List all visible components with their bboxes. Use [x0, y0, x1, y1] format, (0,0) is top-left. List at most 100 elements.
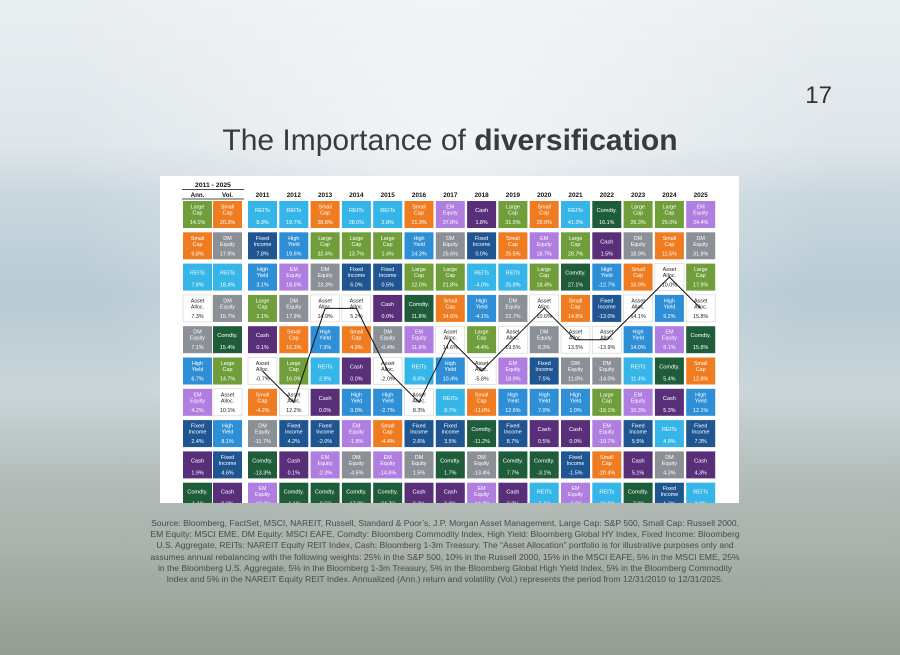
cell-value: 18.4%: [537, 283, 552, 289]
chart-cell-y2017-6: REITs 8.7%: [435, 388, 465, 416]
cell-rect: [561, 451, 590, 479]
cell-label: DM: [384, 330, 393, 336]
page-number: 17: [805, 82, 832, 109]
cell-label: Fixed: [412, 424, 425, 430]
cell-label: Equity: [693, 211, 708, 217]
cell-value: 19.5%: [505, 345, 520, 351]
cell-rect: [183, 482, 212, 503]
cell-rect: [341, 451, 371, 479]
cell-label: High: [382, 392, 393, 398]
cell-value: -9.5%: [318, 502, 332, 503]
cell-value: 8.1%: [221, 439, 233, 445]
chart-cell-y2023-8: Cash 5.1%: [623, 451, 653, 479]
cell-label: Comdty.: [440, 458, 461, 464]
cell-value: 4.2%: [191, 408, 203, 414]
cell-rect: [341, 357, 371, 385]
cell-label: Comdty.: [252, 458, 273, 464]
cell-rect: [310, 482, 340, 503]
cell-label: High: [320, 330, 331, 336]
cell-label: Comdty.: [217, 333, 238, 339]
cell-value: -18.1%: [598, 408, 615, 414]
cell-rect: [686, 232, 716, 260]
cell-label: Cash: [412, 490, 425, 496]
cell-label: Large: [600, 392, 614, 398]
cell-value: 5.2%: [350, 314, 362, 320]
cell-label: EM: [193, 392, 202, 398]
cell-label: Large: [475, 330, 489, 336]
cell-label: Equity: [220, 242, 235, 248]
cell-label: Large: [221, 361, 235, 367]
cell-value: 16.9%: [630, 283, 645, 289]
cell-label: Cash: [319, 396, 332, 402]
cell-rect: [529, 388, 559, 416]
cell-label: Large: [631, 205, 645, 211]
cell-rect: [498, 357, 528, 385]
cell-label: EM: [634, 392, 643, 398]
cell-rect: [592, 451, 622, 479]
cell-rect: [654, 201, 684, 228]
chart-cell-y2018-7: Comdty. -11.2%: [467, 420, 497, 448]
cell-value: -5.8%: [475, 377, 489, 383]
cell-rect: [248, 201, 277, 228]
cell-label: High: [570, 392, 581, 398]
cell-label: Asset: [191, 298, 205, 304]
cell-rect: [213, 482, 242, 503]
cell-label: Cap: [445, 273, 455, 279]
cell-value: 17.9%: [220, 251, 235, 257]
cell-rect: [529, 232, 559, 260]
cell-rect: [467, 326, 497, 354]
cell-value: 3.1%: [256, 283, 268, 289]
cell-value: 31.5%: [505, 220, 520, 226]
cell-label: Equity: [412, 336, 427, 342]
cell-value: 0.8%: [444, 502, 456, 503]
chart-cell-y2011-0: REITs 8.3%: [248, 201, 277, 228]
cell-label: DM: [258, 424, 267, 430]
cell-value: 7.1%: [191, 345, 203, 351]
summary-column-label: Ann.: [191, 192, 205, 199]
cell-rect: [213, 294, 242, 322]
cell-label: Cap: [508, 211, 518, 217]
cell-label: Asset: [350, 298, 364, 304]
cell-rect: [341, 263, 371, 291]
cell-value: 5.4%: [663, 377, 675, 383]
cell-label: Yield: [382, 398, 394, 404]
cell-rect: [435, 232, 465, 260]
cell-rect: [213, 420, 242, 448]
cell-rect: [623, 232, 653, 260]
cell-label: Small: [694, 361, 707, 367]
cell-label: EM: [352, 424, 361, 430]
cell-value: 4.2%: [288, 439, 300, 445]
cell-value: 31.8%: [693, 251, 708, 257]
cell-rect: [279, 420, 309, 448]
cell-value: 15.8%: [693, 345, 708, 351]
cell-value: 20.0%: [537, 220, 552, 226]
chart-cell-y2024-5: Comdty. 5.4%: [654, 357, 684, 385]
cell-label: Comdty.: [659, 365, 680, 371]
cell-value: 13.7%: [349, 251, 364, 257]
cell-label: Large: [191, 205, 205, 211]
cell-value: 4.3%: [695, 470, 707, 476]
chart-cell-y2019-9: Cash 2.2%: [498, 482, 528, 503]
cell-rect: [183, 420, 212, 448]
cell-value: 18.9%: [505, 377, 520, 383]
year-label: 2022: [600, 192, 615, 199]
cell-rect: [404, 294, 434, 322]
cell-label: High: [351, 392, 362, 398]
cell-label: Yield: [601, 273, 613, 279]
cell-label: Yield: [288, 242, 300, 248]
cell-value: -13.0%: [598, 314, 615, 320]
cell-rect: [467, 420, 497, 448]
cell-label: DM: [290, 298, 299, 304]
